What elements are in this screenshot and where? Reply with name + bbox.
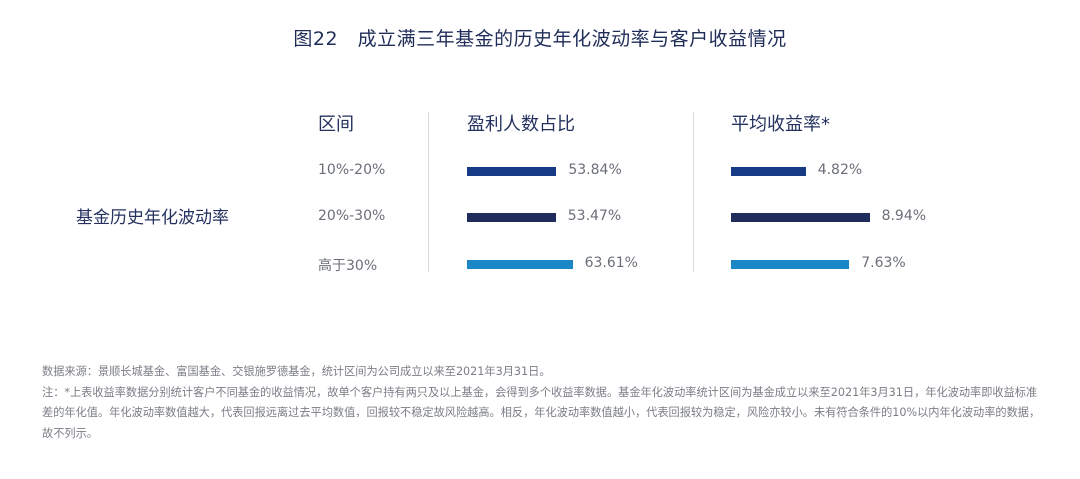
chart-title: 图22 成立满三年基金的历史年化波动率与客户收益情况 [293,28,787,50]
column-header-range: 区间 [318,114,354,135]
data-label: 8.94% [881,208,927,224]
data-label: 63.61% [584,255,638,271]
range-label: 20%-30% [318,208,386,224]
bar-avg-return [731,260,850,269]
column-divider-2 [693,112,694,272]
data-label: 53.84% [568,162,622,178]
range-label: 10%-20% [318,162,386,178]
bar-profit-ratio [467,260,573,269]
range-label: 高于30% [318,258,378,274]
row-header-label: 基金历史年化波动率 [76,208,229,228]
column-header-avg-return: 平均收益率* [731,114,830,135]
data-label: 7.63% [861,255,906,271]
data-label: 53.47% [567,208,622,224]
bar-profit-ratio [467,167,557,176]
column-divider-1 [428,112,429,272]
bar-profit-ratio [467,213,556,222]
bar-avg-return [731,167,806,176]
column-header-profit-ratio: 盈利人数占比 [467,114,575,135]
explanatory-note: 注：*上表收益率数据分别统计客户不同基金的收益情况，故单个客户持有两只及以上基金… [42,385,1041,440]
footnotes: 数据来源：景顺长城基金、富国基金、交银施罗德基金，统计区间为公司成立以来至202… [42,362,1042,444]
source-note: 数据来源：景顺长城基金、富国基金、交银施罗德基金，统计区间为公司成立以来至202… [42,365,551,378]
data-label: 4.82% [817,162,863,178]
bar-avg-return [731,213,870,222]
